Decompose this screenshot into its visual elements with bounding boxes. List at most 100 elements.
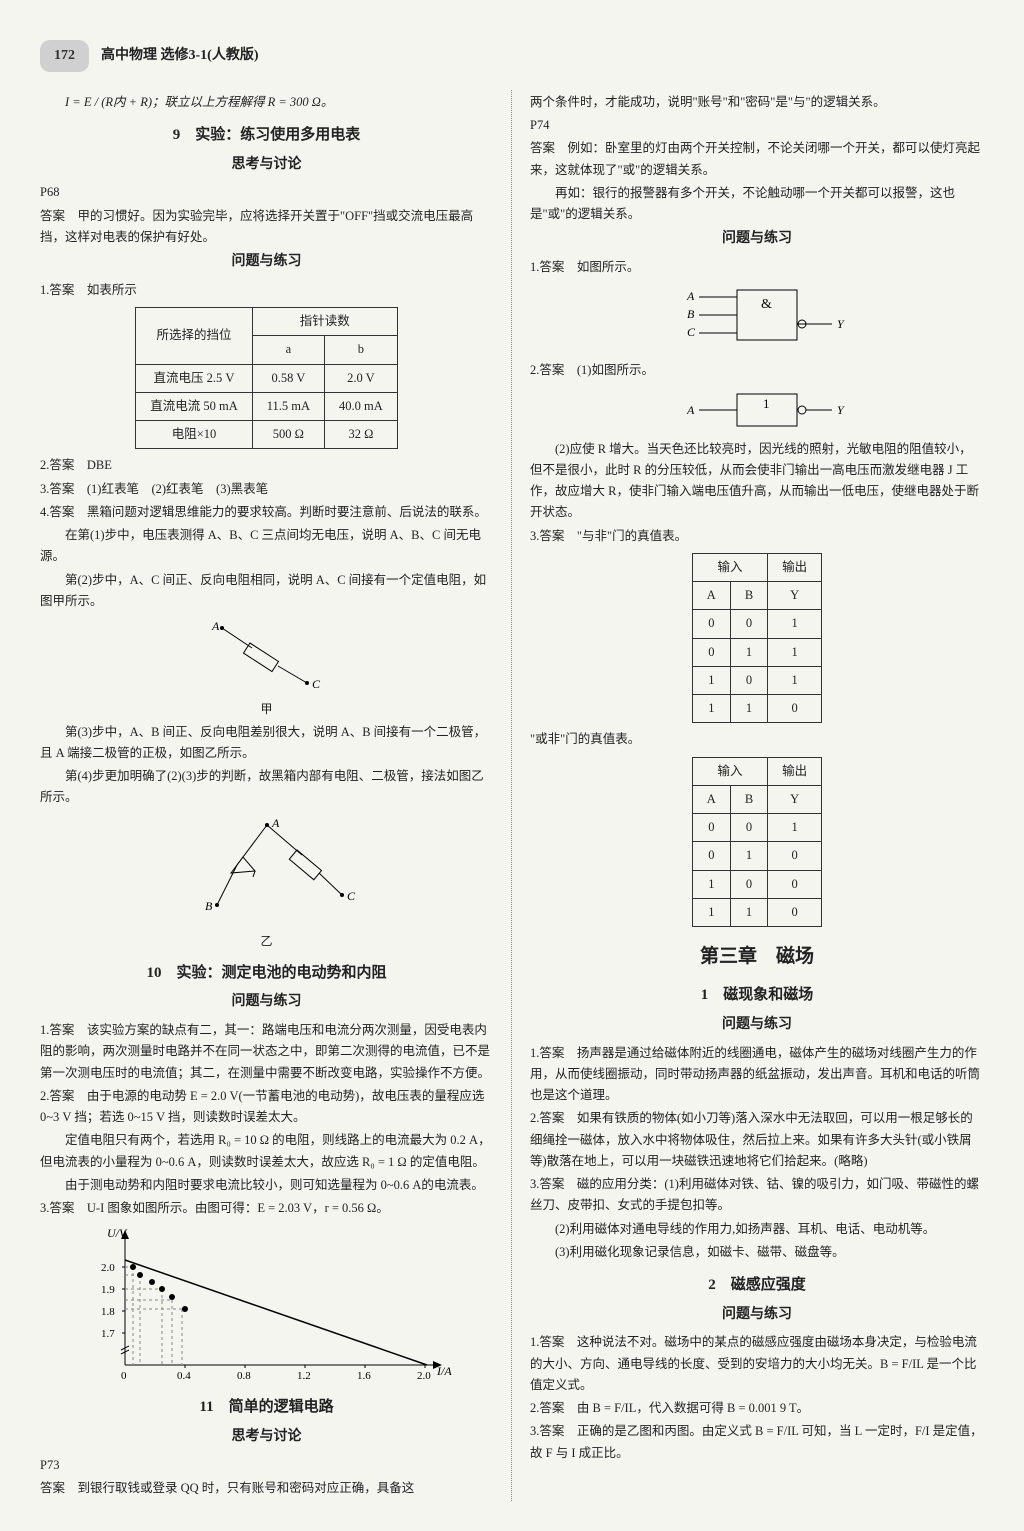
cell: 1 [768, 814, 822, 842]
s10-q2-2: 定值电阻只有两个，若选用 R₀ = 10 Ω 的电阻，则线路上的电流最大为 0.… [40, 1130, 493, 1173]
cell: 电阻×10 [136, 421, 253, 449]
chapter-3-title: 第三章 磁场 [530, 941, 984, 973]
cell: 1 [692, 666, 730, 694]
section-10-subtitle: 问题与练习 [40, 990, 493, 1014]
svg-text:1: 1 [763, 396, 770, 411]
cell: 0 [768, 870, 822, 898]
cell: 1 [768, 638, 822, 666]
svg-text:Y: Y [837, 317, 845, 331]
problems-heading-1: 问题与练习 [40, 250, 493, 274]
p74-answer-1: 答案 例如：卧室里的灯由两个开关控制，不论关闭哪一个开关，都可以使灯亮起来，这就… [530, 138, 984, 181]
q4-5: 第(4)步更加明确了(2)(3)步的判断，故黑箱内部有电阻、二极管，接法如图乙所… [40, 766, 493, 809]
svg-text:A: A [686, 289, 695, 303]
svg-text:1.2: 1.2 [297, 1370, 311, 1382]
cell: 0 [730, 610, 767, 638]
cell: 1 [692, 870, 730, 898]
th-a: a [252, 336, 324, 364]
cell: 1 [730, 898, 767, 926]
truth-table-1: 输入输出 ABY 001 011 101 110 [692, 553, 822, 724]
section-10-title: 10 实验：测定电池的电动势和内阻 [40, 961, 493, 987]
q4-3: 第(2)步中，A、C 间正、反向电阻相同，说明 A、C 间接有一个定值电阻，如图… [40, 570, 493, 613]
cell: 500 Ω [252, 421, 324, 449]
cell: 0 [768, 842, 822, 870]
c3-q3-3: (3)利用磁化现象记录信息，如磁卡、磁带、磁盘等。 [530, 1242, 984, 1263]
svg-text:1.6: 1.6 [357, 1370, 371, 1382]
fig2-caption: 乙 [40, 931, 493, 951]
cell: 1 [730, 695, 767, 723]
figure-1-resistor: A C [192, 618, 342, 693]
page-number: 172 [40, 40, 89, 72]
cell: 1 [692, 695, 730, 723]
th-reading: 指针读数 [252, 308, 397, 336]
svg-text:1.9: 1.9 [101, 1284, 115, 1296]
page-header: 172 高中物理 选修3-1(人教版) [40, 40, 984, 72]
cell: 直流电压 2.5 V [136, 364, 253, 392]
cell: 1 [768, 610, 822, 638]
cell: 2.0 V [325, 364, 398, 392]
cell: 0 [768, 898, 822, 926]
th-y: Y [768, 785, 822, 813]
th-b: B [730, 785, 767, 813]
c3-q3-2: (2)利用磁体对通电导线的作用力,如扬声器、耳机、电话、电动机等。 [530, 1219, 984, 1240]
q4-4: 第(3)步中，A、B 间正、反向电阻差别很大，说明 A、B 间接有一个二极管，且… [40, 722, 493, 765]
r-q2: 2.答案 (1)如图所示。 [530, 360, 984, 381]
m-q1: 1.答案 这种说法不对。磁场中的某点的磁感应强度由磁场本身决定，与检验电流的大小… [530, 1332, 984, 1396]
section-9-subtitle: 思考与讨论 [40, 153, 493, 177]
q1-label: 1.答案 如表所示 [40, 280, 493, 301]
p74-label: P74 [530, 115, 984, 136]
section-3-1-title: 1 磁现象和磁场 [530, 983, 984, 1009]
not-gate-figure: A 1 Y [647, 388, 867, 433]
th-input: 输入 [692, 553, 767, 581]
th-output: 输出 [768, 553, 822, 581]
truth-table-2: 输入输出 ABY 001 010 100 110 [692, 757, 822, 928]
svg-text:C: C [347, 889, 356, 903]
cell: 1 [730, 638, 767, 666]
th-output: 输出 [768, 757, 822, 785]
svg-text:C: C [687, 325, 696, 339]
cell: 0 [692, 638, 730, 666]
c3-q2: 2.答案 如果有铁质的物体(如小刀等)落入深水中无法取回，可以用一根足够长的细绳… [530, 1108, 984, 1172]
right-column: 两个条件时，才能成功，说明"账号"和"密码"是"与"的逻辑关系。 P74 答案 … [512, 90, 984, 1501]
c3-q1: 1.答案 扬声器是通过给磁体附近的线圈通电，磁体产生的磁场对线圈产生力的作用，从… [530, 1043, 984, 1107]
c3-q3-1: 3.答案 磁的应用分类：(1)利用磁体对铁、钴、镍的吸引力，如门吸、带磁性的螺丝… [530, 1174, 984, 1217]
cell: 0 [730, 870, 767, 898]
cell: 1 [692, 898, 730, 926]
cell: 0 [730, 666, 767, 694]
svg-text:Y: Y [837, 403, 845, 417]
p73-answer: 答案 到银行取钱或登录 QQ 时，只有账号和密码对应正确，具备这 [40, 1478, 493, 1499]
section-11-title: 11 简单的逻辑电路 [40, 1395, 493, 1421]
cell: 40.0 mA [325, 392, 398, 420]
book-title: 高中物理 选修3-1(人教版) [101, 44, 259, 68]
svg-text:0.8: 0.8 [237, 1370, 251, 1382]
svg-text:2.0: 2.0 [417, 1370, 431, 1382]
th-a: A [692, 582, 730, 610]
svg-text:&: & [761, 297, 772, 312]
cell: 32 Ω [325, 421, 398, 449]
p68-answer: 答案 甲的习惯好。因为实验完毕，应将选择开关置于"OFF"挡或交流电压最高挡，这… [40, 206, 493, 249]
svg-text:1.7: 1.7 [101, 1328, 115, 1340]
s10-q2-3: 由于测电动势和内阻时要求电流比较小，则可知选量程为 0~0.6 A的电流表。 [40, 1175, 493, 1196]
cell: 0 [692, 842, 730, 870]
cell: 0 [692, 610, 730, 638]
svg-text:B: B [205, 899, 213, 913]
table-row: 直流电压 2.5 V 0.58 V 2.0 V [136, 364, 398, 392]
s10-q1: 1.答案 该实验方案的缺点有二，其一：路端电压和电流分两次测量，因受电表内阻的影… [40, 1020, 493, 1084]
fig1-caption: 甲 [40, 699, 493, 719]
q4-1: 4.答案 黑箱问题对逻辑思维能力的要求较高。判断时要注意前、后说法的联系。 [40, 502, 493, 523]
svg-text:A: A [686, 403, 695, 417]
cell: 0 [730, 814, 767, 842]
svg-text:A: A [271, 816, 280, 830]
svg-text:1.8: 1.8 [101, 1306, 115, 1318]
two-columns: I = E / (R内 + R)；联立以上方程解得 R = 300 Ω。 9 实… [40, 90, 984, 1501]
th-input: 输入 [692, 757, 767, 785]
r-q3-2: "或非"门的真值表。 [530, 729, 984, 750]
cell: 1 [768, 666, 822, 694]
figure-2-diode-resistor: A B C [167, 815, 367, 925]
cell: 0.58 V [252, 364, 324, 392]
and-gate-figure: A B C & Y [647, 284, 867, 354]
r-q2-2: (2)应使 R 增大。当天色还比较亮时，因光线的照射，光敏电阻的阻值较小，但不是… [530, 439, 984, 524]
table-1: 所选择的挡位 指针读数 a b 直流电压 2.5 V 0.58 V 2.0 V … [135, 307, 398, 449]
svg-text:2.0: 2.0 [101, 1262, 115, 1274]
m-q2: 2.答案 由 B = F/IL，代入数据可得 B = 0.001 9 T。 [530, 1398, 984, 1419]
cell: 直流电流 50 mA [136, 392, 253, 420]
